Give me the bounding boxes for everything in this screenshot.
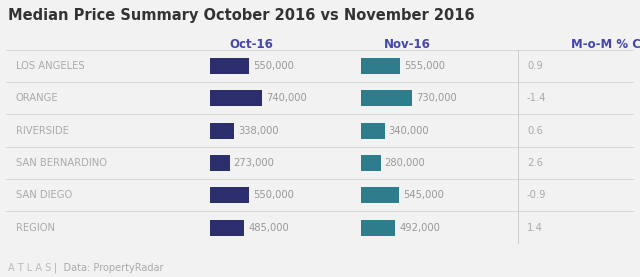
Text: M-o-M % Change: M-o-M % Change — [571, 38, 640, 51]
Text: 0.9: 0.9 — [527, 61, 543, 71]
Text: |  Data: PropertyRadar: | Data: PropertyRadar — [54, 262, 164, 273]
Text: RIVERSIDE: RIVERSIDE — [16, 126, 68, 136]
Text: Median Price Summary October 2016 vs November 2016: Median Price Summary October 2016 vs Nov… — [8, 8, 474, 23]
Text: 485,000: 485,000 — [248, 223, 289, 233]
Bar — [361, 187, 399, 203]
Bar — [361, 90, 412, 106]
Text: Oct-16: Oct-16 — [229, 38, 273, 51]
Text: 338,000: 338,000 — [238, 126, 278, 136]
Bar — [211, 122, 234, 139]
Text: -0.9: -0.9 — [527, 190, 547, 200]
Text: 740,000: 740,000 — [266, 93, 307, 103]
Bar — [361, 122, 385, 139]
Text: 1.4: 1.4 — [527, 223, 543, 233]
Bar — [211, 219, 244, 236]
Text: 550,000: 550,000 — [253, 61, 294, 71]
Bar — [361, 219, 396, 236]
Text: 550,000: 550,000 — [253, 190, 294, 200]
Text: SAN BERNARDINO: SAN BERNARDINO — [16, 158, 107, 168]
Text: -1.4: -1.4 — [527, 93, 547, 103]
Text: 340,000: 340,000 — [388, 126, 429, 136]
Text: 730,000: 730,000 — [416, 93, 457, 103]
Bar — [211, 58, 249, 74]
Text: 280,000: 280,000 — [384, 158, 425, 168]
Text: LOS ANGELES: LOS ANGELES — [16, 61, 84, 71]
Bar — [211, 155, 230, 171]
Bar — [361, 58, 400, 74]
Text: 273,000: 273,000 — [233, 158, 274, 168]
Text: A T L A S: A T L A S — [8, 263, 51, 273]
Text: SAN DIEGO: SAN DIEGO — [16, 190, 72, 200]
Text: 555,000: 555,000 — [404, 61, 445, 71]
Bar — [211, 187, 249, 203]
Bar — [211, 90, 262, 106]
Text: 2.6: 2.6 — [527, 158, 543, 168]
Text: 545,000: 545,000 — [403, 190, 444, 200]
Text: Nov-16: Nov-16 — [385, 38, 431, 51]
Bar — [361, 155, 381, 171]
Text: 492,000: 492,000 — [399, 223, 440, 233]
Text: ORANGE: ORANGE — [16, 93, 58, 103]
Text: REGION: REGION — [16, 223, 55, 233]
Text: 0.6: 0.6 — [527, 126, 543, 136]
